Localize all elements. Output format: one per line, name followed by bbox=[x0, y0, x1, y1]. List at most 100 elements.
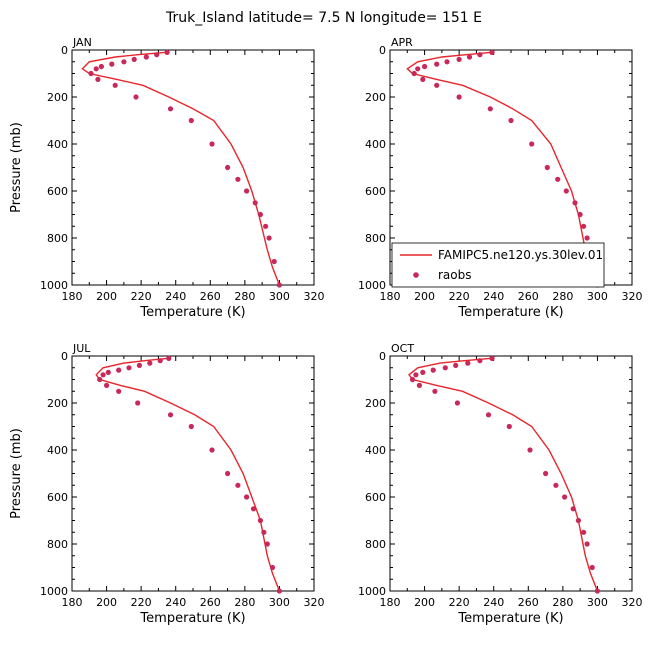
obs-point bbox=[544, 164, 550, 171]
y-tick-label: 600 bbox=[47, 491, 68, 504]
obs-point bbox=[413, 372, 419, 378]
y-tick-label: 800 bbox=[47, 232, 68, 245]
obs-point bbox=[105, 369, 111, 375]
y-tick-label: 400 bbox=[47, 138, 68, 151]
obs-point bbox=[93, 66, 99, 72]
x-axis-label: Temperature (K) bbox=[139, 611, 245, 626]
model-line bbox=[95, 357, 281, 592]
obs-point bbox=[264, 541, 270, 547]
obs-point bbox=[209, 447, 215, 453]
plot-frame bbox=[71, 355, 315, 592]
obs-point bbox=[570, 506, 576, 512]
x-tick-label: 280 bbox=[234, 596, 255, 609]
x-tick-label: 300 bbox=[269, 290, 290, 303]
x-tick-label: 280 bbox=[552, 596, 573, 609]
obs-point bbox=[112, 82, 118, 88]
y-tick-label: 200 bbox=[365, 91, 386, 104]
obs-point bbox=[485, 412, 492, 418]
model-line bbox=[408, 357, 599, 592]
obs-point bbox=[97, 376, 103, 383]
obs-point bbox=[188, 117, 194, 124]
legend-obs-swatch bbox=[413, 272, 419, 278]
x-tick-label: 320 bbox=[622, 596, 643, 609]
x-tick-label: 180 bbox=[62, 596, 83, 609]
panel-apr: 180 200 220 240 260 280 300 320 0 200 400 600 800 100… bbox=[358, 36, 643, 320]
obs-point bbox=[263, 223, 269, 229]
panel-jan: 180 200 220 240 260 280 300 320 0 200 400 600 800 100… bbox=[9, 36, 325, 320]
legend-box bbox=[391, 242, 605, 288]
obs-point bbox=[276, 588, 282, 594]
y-tick-label: 800 bbox=[365, 232, 386, 245]
obs-point bbox=[411, 70, 417, 77]
legend-obs-label: raobs bbox=[438, 268, 472, 282]
legend: FAMIPC5.ne120.ys.30lev.01 raobs bbox=[391, 242, 605, 288]
obs-point bbox=[135, 400, 141, 406]
obs-point bbox=[477, 52, 483, 58]
x-tick-label: 320 bbox=[304, 290, 325, 303]
obs-point bbox=[527, 447, 533, 453]
obs-point bbox=[116, 388, 122, 394]
obs-point bbox=[116, 367, 122, 373]
obs-point bbox=[581, 529, 587, 535]
y-tick-label: 0 bbox=[379, 350, 386, 363]
obs-point bbox=[489, 355, 495, 361]
obs-point bbox=[420, 76, 426, 82]
x-tick-label: 240 bbox=[165, 290, 186, 303]
obs-point bbox=[235, 176, 241, 182]
obs-point bbox=[244, 494, 250, 500]
obs-point bbox=[434, 82, 440, 88]
x-tick-label: 280 bbox=[552, 290, 573, 303]
obs-point bbox=[133, 94, 139, 100]
x-tick-label: 200 bbox=[414, 596, 435, 609]
obs-point bbox=[104, 382, 110, 388]
y-tick-label: 1000 bbox=[358, 585, 386, 598]
x-tick-label: 240 bbox=[165, 596, 186, 609]
x-tick-label: 220 bbox=[449, 290, 470, 303]
y-tick-label: 0 bbox=[61, 44, 68, 57]
obs-point bbox=[276, 282, 282, 288]
obs-point bbox=[167, 412, 174, 418]
obs-point bbox=[562, 494, 568, 500]
y-tick-label: 600 bbox=[47, 185, 68, 198]
y-tick-label: 600 bbox=[365, 491, 386, 504]
panel-oct: 180 200 220 240 260 280 300 320 0 200 400 600 800 100… bbox=[358, 342, 643, 626]
obs-point bbox=[143, 54, 149, 60]
x-tick-label: 240 bbox=[483, 596, 504, 609]
obs-point bbox=[409, 376, 416, 383]
y-tick-label: 1000 bbox=[358, 279, 386, 292]
x-tick-label: 260 bbox=[518, 596, 539, 609]
y-tick-label: 1000 bbox=[40, 279, 68, 292]
obs-point bbox=[225, 164, 231, 171]
obs-point bbox=[432, 388, 438, 394]
y-tick-label: 200 bbox=[47, 397, 68, 410]
obs-point bbox=[261, 529, 267, 535]
obs-point bbox=[188, 423, 194, 430]
obs-point bbox=[250, 506, 257, 512]
x-tick-label: 280 bbox=[234, 290, 255, 303]
panel-month-label: JUL bbox=[72, 342, 91, 355]
obs-point bbox=[489, 49, 495, 56]
obs-point bbox=[126, 365, 132, 371]
obs-point bbox=[416, 382, 422, 388]
x-tick-label: 240 bbox=[483, 290, 504, 303]
figure-title: Truk_Island latitude= 7.5 N longitude= 1… bbox=[165, 10, 482, 26]
x-tick-label: 180 bbox=[380, 290, 401, 303]
obs-point bbox=[95, 76, 101, 82]
obs-point bbox=[584, 541, 590, 547]
x-tick-label: 200 bbox=[414, 290, 435, 303]
y-tick-label: 400 bbox=[365, 138, 386, 151]
x-tick-label: 300 bbox=[269, 596, 290, 609]
obs-point bbox=[477, 358, 483, 364]
x-tick-label: 180 bbox=[62, 290, 83, 303]
plot-frame bbox=[389, 355, 633, 592]
y-tick-label: 200 bbox=[47, 91, 68, 104]
obs-point bbox=[529, 141, 535, 147]
obs-point bbox=[553, 482, 559, 488]
obs-point bbox=[252, 200, 258, 206]
obs-point bbox=[269, 564, 276, 571]
panel-month-label: JAN bbox=[72, 36, 92, 49]
x-tick-label: 260 bbox=[518, 290, 539, 303]
obs-point bbox=[266, 235, 272, 241]
y-tick-label: 0 bbox=[379, 44, 386, 57]
